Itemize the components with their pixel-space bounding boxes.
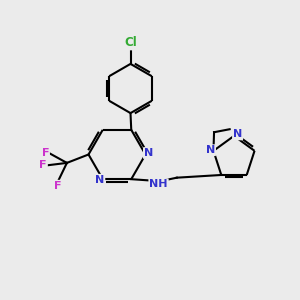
Text: F: F [40,160,47,170]
Text: N: N [206,145,215,155]
Text: Cl: Cl [124,36,137,50]
Text: F: F [54,181,62,191]
Text: N: N [95,175,104,185]
Text: F: F [41,148,49,158]
Text: N: N [233,129,242,140]
Text: N: N [144,148,153,158]
Text: NH: NH [149,179,168,189]
